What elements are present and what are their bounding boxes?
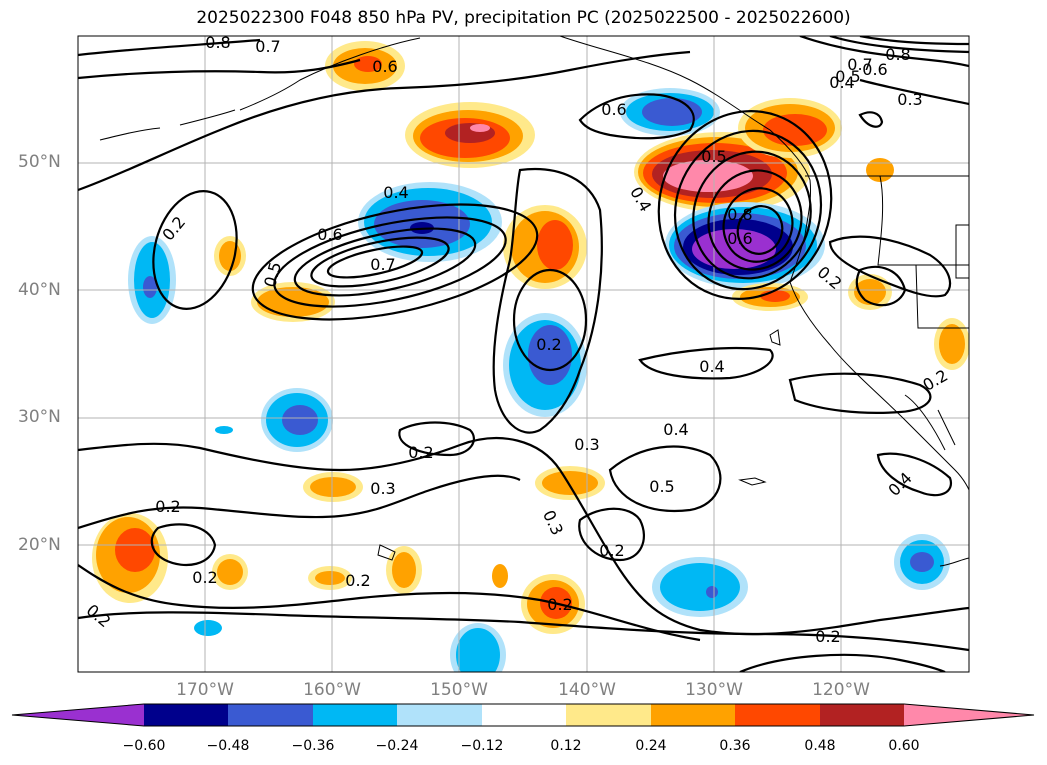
colorbar-bin (397, 704, 482, 726)
lon-label: 170°W (176, 680, 234, 700)
lon-label: 150°W (430, 680, 488, 700)
contour-label: 0.4 (829, 73, 854, 92)
colorbar-extend-high (904, 704, 1034, 726)
contour-label: 0.4 (884, 468, 915, 499)
colorbar-bin (735, 704, 820, 726)
colorbar (11, 703, 1035, 727)
contour-label: 0.3 (539, 507, 567, 538)
colorbar-tick: 0.36 (719, 738, 751, 754)
contour-label: 0.2 (536, 335, 561, 354)
colorbar-extend-low (12, 704, 144, 726)
contour-label: 0.6 (601, 100, 626, 119)
contour-label: 0.8 (885, 45, 910, 64)
contour-label: 0.8 (205, 33, 230, 52)
contour-label: 0.4 (699, 357, 724, 376)
colorbar-tick: 0.60 (888, 738, 920, 754)
colorbar-tick: 0.12 (550, 738, 582, 754)
lat-label: 50°N (18, 152, 61, 172)
colorbar-bin (313, 704, 397, 726)
lat-label: 20°N (18, 535, 61, 555)
colorbar-tick: −0.60 (122, 738, 166, 754)
contour-label: 0.7 (370, 255, 395, 274)
contour-label: 0.8 (727, 205, 752, 224)
lon-label: 160°W (303, 680, 361, 700)
colorbar-tick: −0.36 (291, 738, 335, 754)
colorbar-bin (820, 704, 904, 726)
contour-label: 0.2 (919, 366, 951, 395)
colorbar-tick: −0.24 (375, 738, 419, 754)
contour-label: 0.3 (574, 435, 599, 454)
colorbar-tick: 0.24 (635, 738, 667, 754)
contour-label: 0.6 (372, 57, 397, 76)
contour-label: 0.2 (83, 600, 115, 631)
precip-shading (92, 41, 969, 672)
contour-label: 0.2 (815, 627, 840, 646)
contour-label: 0.5 (701, 147, 726, 166)
contour-label: 0.2 (345, 571, 370, 590)
plot-frame (77, 35, 970, 673)
colorbar-bin (144, 704, 228, 726)
lon-label: 120°W (812, 680, 870, 700)
lat-label: 40°N (18, 280, 61, 300)
contour-label: 0.2 (547, 595, 572, 614)
colorbar-tick: −0.48 (206, 738, 250, 754)
contour-label: 0.2 (155, 497, 180, 516)
colorbar-tick: 0.48 (804, 738, 836, 754)
contour-label: 0.2 (192, 568, 217, 587)
contour-label: 0.6 (317, 225, 342, 244)
gridlines (78, 36, 969, 672)
contour-label: 0.3 (370, 479, 395, 498)
pv-contours (78, 36, 969, 672)
colorbar-bin (566, 704, 651, 726)
colorbar-bin (482, 704, 566, 726)
contour-label: 0.7 (847, 55, 872, 74)
contour-label: 0.6 (862, 60, 887, 79)
colorbar-bin (651, 704, 735, 726)
lon-label: 130°W (685, 680, 743, 700)
contour-label: 0.3 (897, 90, 922, 109)
contour-label: 0.5 (835, 67, 860, 86)
lon-label: 140°W (558, 680, 616, 700)
contour-label: 0.2 (408, 443, 433, 462)
contour-label: 0.5 (649, 477, 674, 496)
chart-title: 2025022300 F048 850 hPa PV, precipitatio… (196, 8, 851, 28)
contour-label: 0.2 (158, 213, 189, 245)
contour-label: 0.2 (599, 541, 624, 560)
contour-label: 0.4 (383, 183, 408, 202)
contour-label: 0.4 (663, 420, 688, 439)
contour-label: 0.6 (727, 229, 752, 248)
lat-label: 30°N (18, 407, 61, 427)
colorbar-bin (228, 704, 313, 726)
colorbar-tick: −0.12 (460, 738, 504, 754)
contour-label: 0.7 (255, 37, 280, 56)
coastlines (99, 36, 969, 567)
